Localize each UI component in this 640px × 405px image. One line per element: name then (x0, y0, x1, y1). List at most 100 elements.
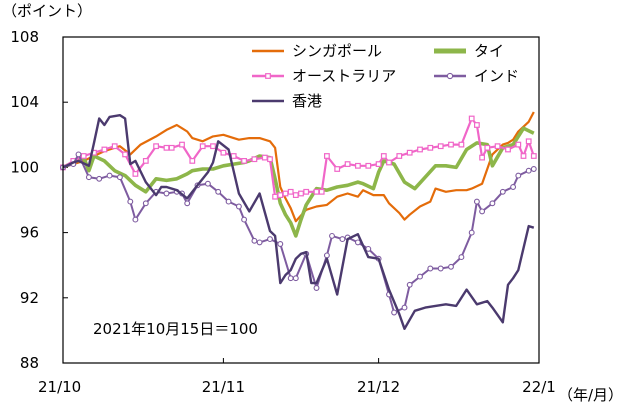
data-point-australia (474, 122, 480, 128)
x-tick-label: 21/12 (357, 378, 400, 396)
data-point-australia (111, 143, 118, 150)
legend-label: 香港 (292, 92, 322, 110)
data-point-india (204, 180, 211, 187)
data-point-india (256, 239, 263, 246)
data-point-australia (355, 162, 361, 169)
data-point-india (287, 275, 294, 282)
x-axis-ticks: 21/10 21/11 21/12 22/1 (38, 358, 556, 396)
data-point-australia (520, 153, 527, 159)
data-point-india (510, 184, 517, 190)
data-point-india (530, 166, 537, 172)
data-point-australia (101, 146, 108, 153)
data-point-australia (80, 153, 87, 159)
data-point-india (313, 285, 320, 291)
data-point-australia (406, 149, 413, 156)
data-point-australia (468, 115, 475, 122)
data-point-australia (282, 190, 289, 197)
legend-label: シンガポール (292, 42, 382, 60)
series-thailand (62, 126, 535, 238)
data-point-india (417, 273, 423, 280)
data-point-australia (318, 188, 325, 195)
data-point-india (106, 172, 113, 179)
data-point-india (127, 198, 134, 205)
data-point-india (267, 236, 273, 243)
series-line-thailand (62, 126, 535, 238)
data-point-india (499, 188, 506, 195)
y-tick-label: 108 (10, 28, 39, 46)
legend-item-australia: オーストラリア (252, 67, 396, 85)
data-point-australia (230, 153, 237, 159)
legend-marker (446, 72, 454, 80)
data-point-australia (199, 143, 206, 150)
data-point-australia (287, 188, 294, 195)
data-point-india (458, 254, 465, 261)
legend-label: オーストラリア (292, 67, 396, 85)
data-point-australia (458, 141, 465, 148)
data-point-australia (484, 144, 491, 151)
data-point-india (401, 304, 408, 311)
data-point-india (215, 188, 222, 195)
data-point-australia (272, 193, 278, 200)
data-point-australia (375, 161, 382, 168)
x-tick-label: 22/1 (522, 378, 556, 396)
legend-marker (265, 73, 271, 79)
data-point-india (354, 239, 361, 246)
data-point-india (85, 174, 92, 181)
data-point-australia (365, 162, 372, 169)
y-tick-label: 96 (20, 224, 39, 242)
data-point-india (241, 216, 248, 223)
data-point-india (468, 229, 475, 236)
data-point-australia (142, 158, 149, 164)
data-point-australia (132, 171, 139, 177)
data-point-australia (505, 146, 511, 153)
data-point-australia (324, 153, 330, 159)
data-point-australia (386, 159, 392, 166)
legend-item-thailand: タイ (434, 42, 504, 60)
data-point-australia (168, 144, 175, 151)
y-tick-label: 92 (20, 289, 39, 307)
data-point-india (184, 200, 191, 207)
data-point-india (406, 281, 413, 288)
data-point-india (323, 252, 330, 259)
data-point-australia (479, 154, 485, 161)
series-australia (60, 115, 537, 200)
data-point-australia (437, 143, 444, 150)
x-tick-label: 21/10 (38, 378, 81, 396)
data-point-india (277, 241, 284, 247)
data-point-australia (210, 143, 216, 150)
data-point-australia (277, 192, 284, 199)
y-tick-label: 100 (10, 158, 39, 176)
data-point-india (292, 275, 299, 282)
data-point-india (365, 245, 372, 252)
data-point-australia (241, 158, 248, 164)
y-unit-label: （ポイント） (2, 2, 92, 20)
data-point-india (235, 203, 242, 210)
data-point-australia (380, 153, 387, 159)
plot-area-frame (62, 36, 540, 364)
data-point-australia (530, 153, 537, 159)
data-point-australia (179, 141, 185, 148)
data-point-australia (261, 154, 268, 161)
data-point-australia (334, 166, 341, 172)
data-point-australia (448, 141, 454, 148)
data-point-australia (494, 143, 501, 150)
data-point-australia (251, 156, 258, 163)
data-point-australia (344, 161, 351, 168)
data-point-australia (427, 144, 434, 151)
data-point-australia (220, 149, 227, 156)
data-point-australia (153, 143, 160, 150)
data-point-india (515, 172, 522, 179)
data-point-india (427, 265, 434, 272)
annotation-base-date: 2021年10月15日＝100 (93, 320, 258, 338)
data-point-india (251, 237, 258, 244)
data-point-australia (298, 190, 304, 197)
data-point-india (391, 309, 398, 316)
data-point-india (132, 216, 139, 223)
data-point-india (163, 190, 170, 197)
data-point-australia (525, 138, 532, 145)
data-point-india (329, 232, 335, 239)
data-point-india (489, 200, 496, 207)
data-point-australia (163, 144, 170, 151)
